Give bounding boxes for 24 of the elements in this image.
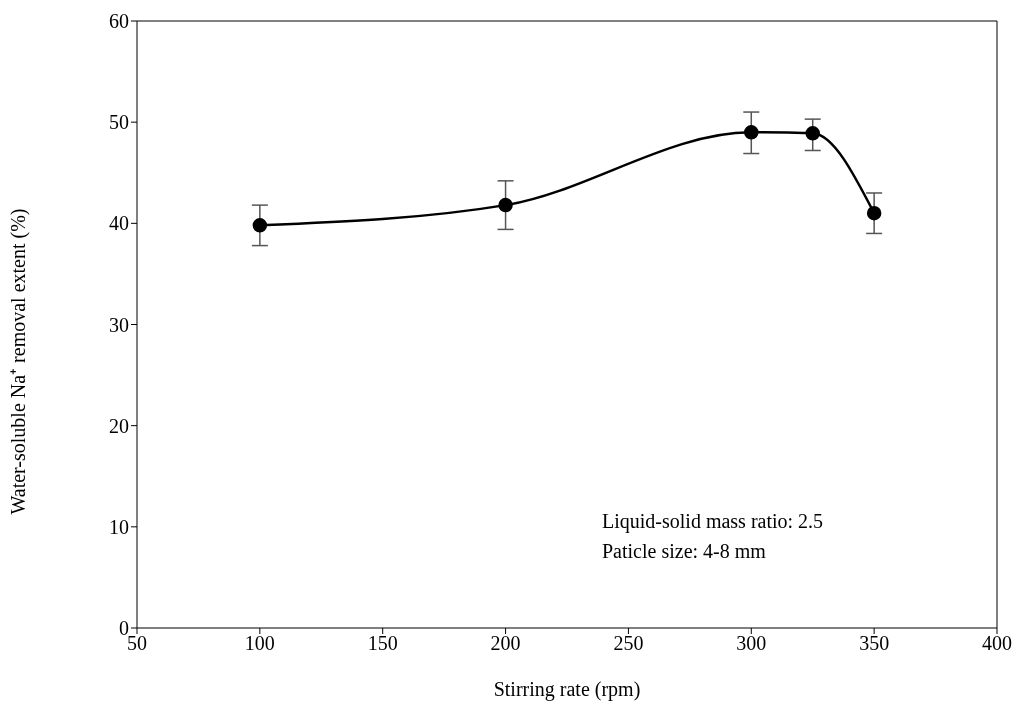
x-tick-label: 400 (982, 632, 1012, 655)
point (744, 125, 759, 140)
y-tick-label: 20 (109, 414, 129, 437)
y-tick-label: 40 (109, 212, 129, 235)
x-tick-label: 100 (244, 632, 275, 655)
y-tick-label: 60 (109, 10, 129, 33)
annotation: Paticle size: 4-8 mm (602, 540, 766, 563)
y-tick-label: 30 (109, 313, 129, 336)
y-tick-label: 10 (109, 515, 129, 538)
y-tick-label: 50 (109, 111, 129, 134)
x-tick-label: 300 (736, 632, 767, 655)
annotation: Liquid-solid mass ratio: 2.5 (602, 510, 824, 533)
x-tick-label: 350 (859, 632, 890, 655)
point (805, 126, 820, 141)
y-tick-label: 0 (119, 617, 129, 640)
y-axis-title: Water-soluble Na⁺ removal extent (%) (7, 208, 31, 515)
point (252, 218, 268, 233)
point (866, 205, 882, 221)
point (498, 197, 513, 213)
x-tick-label: 250 (613, 632, 644, 655)
x-axis-title: Stirring rate (rpm) (493, 678, 641, 701)
x-tick-label: 150 (367, 632, 398, 655)
x-tick-label: 200 (490, 632, 521, 655)
x-tick-label: 50 (127, 632, 147, 655)
